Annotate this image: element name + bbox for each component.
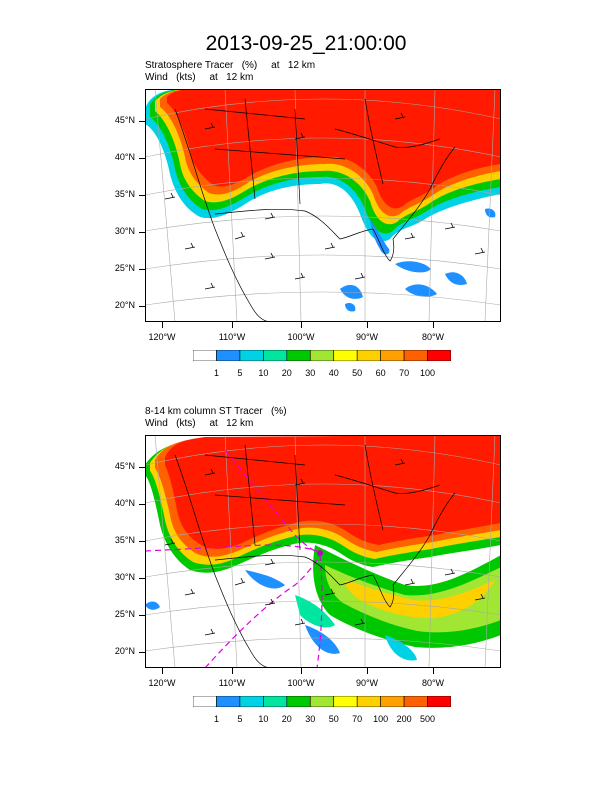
colorbar-label: 1 xyxy=(213,714,219,724)
colorbar-label: 20 xyxy=(281,714,292,724)
colorbar-swatch xyxy=(309,350,335,361)
colorbar-swatch xyxy=(239,350,264,361)
colorbar-label: 5 xyxy=(237,368,243,378)
colorbar-label: 20 xyxy=(281,368,292,378)
colorbar-swatch xyxy=(333,350,358,361)
colorbar-label: 50 xyxy=(328,714,339,724)
panel1-lon-label: 110°W xyxy=(218,332,246,342)
panel2-subtitle-line1: 8-14 km column ST Tracer (%) xyxy=(145,406,287,417)
panel2-colorbar xyxy=(193,696,451,707)
panel1-lat-label: 25°N xyxy=(114,263,135,273)
colorbar-label: 1 xyxy=(213,368,219,378)
panel1-lat-label: 20°N xyxy=(114,300,135,310)
colorbar-label: 10 xyxy=(258,368,269,378)
colorbar-swatch xyxy=(333,696,358,707)
panel2-lat-label: 30°N xyxy=(114,572,135,582)
colorbar-swatch xyxy=(239,696,264,707)
panel2-map xyxy=(145,435,501,668)
panel2-lat-label: 45°N xyxy=(114,461,135,471)
panel2-lat-label: 25°N xyxy=(114,609,135,619)
colorbar-swatch xyxy=(380,696,405,707)
panel1-lon-label: 120°W xyxy=(148,332,176,342)
colorbar-label: 100 xyxy=(420,368,436,378)
colorbar-label: 500 xyxy=(420,714,436,724)
colorbar-swatch xyxy=(193,696,217,707)
colorbar-swatch xyxy=(286,350,311,361)
colorbar-swatch xyxy=(263,696,288,707)
panel1-colorbar-svg xyxy=(193,350,451,361)
panel1-colorbar xyxy=(193,350,451,361)
colorbar-label: 5 xyxy=(237,714,243,724)
panel1-subtitle-line1: Stratosphere Tracer (%) at 12 km xyxy=(145,60,316,71)
colorbar-swatch xyxy=(286,696,311,707)
colorbar-swatch xyxy=(403,696,428,707)
panel1-subtitle-line2: Wind (kts) at 12 km xyxy=(145,72,254,83)
panel2-lat-label: 20°N xyxy=(114,646,135,656)
panel2-subtitle-line2: Wind (kts) at 12 km xyxy=(145,418,254,429)
panel2-lon-label: 120°W xyxy=(148,678,176,688)
colorbar-label: 100 xyxy=(373,714,389,724)
panel2-lon-label: 110°W xyxy=(218,678,246,688)
colorbar-swatch xyxy=(309,696,335,707)
panel1-lat-label: 35°N xyxy=(114,189,135,199)
colorbar-swatch xyxy=(356,696,381,707)
panel1-lat-label: 30°N xyxy=(114,226,135,236)
panel1-map-svg xyxy=(145,89,501,322)
colorbar-label: 200 xyxy=(396,714,412,724)
panel2-lat-label: 35°N xyxy=(114,535,135,545)
colorbar-swatch xyxy=(193,350,217,361)
panel1-lon-label: 80°W xyxy=(421,332,445,342)
panel1-lat-label: 40°N xyxy=(114,152,135,162)
colorbar-label: 30 xyxy=(305,368,316,378)
panel2-map-svg xyxy=(145,435,501,668)
colorbar-swatch xyxy=(216,696,241,707)
panel1-lon-label: 100°W xyxy=(287,332,315,342)
panel1-lon-label: 90°W xyxy=(355,332,379,342)
colorbar-label: 60 xyxy=(375,368,386,378)
panel1-lat-label: 45°N xyxy=(114,115,135,125)
colorbar-swatch xyxy=(216,350,241,361)
colorbar-label: 70 xyxy=(352,714,363,724)
colorbar-swatch xyxy=(403,350,428,361)
panel2-lon-label: 80°W xyxy=(421,678,445,688)
colorbar-swatch xyxy=(380,350,405,361)
colorbar-label: 40 xyxy=(328,368,339,378)
colorbar-label: 10 xyxy=(258,714,269,724)
colorbar-swatch xyxy=(427,696,451,707)
colorbar-label: 50 xyxy=(352,368,363,378)
main-title: 2013-09-25_21:00:00 xyxy=(205,32,407,55)
panel2-colorbar-svg xyxy=(193,696,451,707)
colorbar-label: 30 xyxy=(305,714,316,724)
colorbar-label: 70 xyxy=(399,368,410,378)
colorbar-swatch xyxy=(427,350,451,361)
colorbar-swatch xyxy=(263,350,288,361)
panel2-lon-label: 100°W xyxy=(287,678,315,688)
colorbar-swatch xyxy=(356,350,381,361)
panel2-lon-label: 90°W xyxy=(355,678,379,688)
panel2-lat-label: 40°N xyxy=(114,498,135,508)
panel1-map xyxy=(145,89,501,322)
